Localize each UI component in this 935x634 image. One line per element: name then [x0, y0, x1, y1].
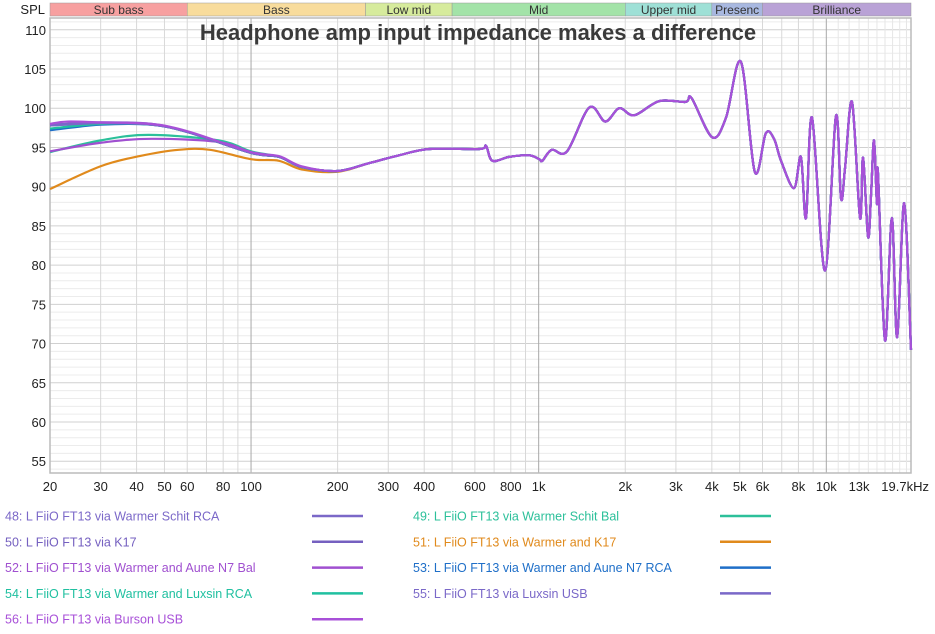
x-tick-label: 8k: [792, 479, 806, 494]
band-label: Upper mid: [641, 3, 696, 17]
band-label: Low mid: [386, 3, 431, 17]
x-tick-label: 2k: [618, 479, 632, 494]
x-tick-label: 5k: [733, 479, 747, 494]
band-label: Brilliance: [812, 3, 861, 17]
band-label: Mid: [529, 3, 548, 17]
legend-label: 55: L FiiO FT13 via Luxsin USB: [413, 587, 588, 601]
legend-label: 49: L FiiO FT13 via Warmer Schit Bal: [413, 510, 619, 524]
y-tick-label: 60: [32, 415, 46, 430]
legend-label: 56: L FiiO FT13 via Burson USB: [5, 613, 183, 627]
x-tick-label: 19.7kHz: [881, 479, 929, 494]
legend: 48: L FiiO FT13 via Warmer Schit RCA 49: …: [5, 510, 771, 627]
x-tick-label: 13k: [849, 479, 870, 494]
series-lines: [49, 59, 913, 350]
legend-label: 51: L FiiO FT13 via Warmer and K17: [413, 535, 616, 549]
band-label: Presenc: [715, 3, 759, 17]
band-label: Sub bass: [94, 3, 144, 17]
y-tick-label: 55: [32, 454, 46, 469]
x-axis-ticks: 20 30 40 50 60 80 100 200 300 400 600 800 1k 2k 3k 4k 5k…: [43, 479, 929, 494]
x-tick-label: 600: [464, 479, 486, 494]
band-label: Bass: [263, 3, 290, 17]
legend-label: 52: L FiiO FT13 via Warmer and Aune N7 B…: [5, 561, 256, 575]
y-tick-label: 85: [32, 219, 46, 234]
y-axis-ticks: 110 105 100 95 90 85 80 75 70 65 60 55: [24, 23, 46, 469]
legend-label: 48: L FiiO FT13 via Warmer Schit RCA: [5, 510, 220, 524]
y-tick-label: 110: [25, 23, 46, 38]
y-tick-label: 90: [32, 180, 46, 195]
x-tick-label: 6k: [756, 479, 770, 494]
y-tick-label: 65: [32, 376, 46, 391]
y-axis-label: SPL: [20, 2, 45, 17]
y-tick-label: 80: [32, 258, 46, 273]
x-tick-label: 4k: [705, 479, 719, 494]
x-tick-label: 40: [129, 479, 143, 494]
x-tick-label: 60: [180, 479, 194, 494]
frequency-bands: Sub bass Bass Low mid Mid Upper mid Presenc Br…: [49, 2, 912, 17]
plot-border: [49, 17, 912, 474]
x-tick-label: 100: [240, 479, 262, 494]
chart-title: Headphone amp input impedance makes a di…: [200, 20, 756, 45]
x-tick-label: 800: [500, 479, 522, 494]
legend-label: 53: L FiiO FT13 via Warmer and Aune N7 R…: [413, 561, 673, 575]
grid: [49, 17, 912, 474]
x-tick-label: 200: [327, 479, 349, 494]
y-tick-label: 75: [32, 297, 46, 312]
x-tick-label: 20: [43, 479, 57, 494]
y-tick-label: 70: [32, 337, 46, 352]
x-tick-label: 30: [93, 479, 107, 494]
x-tick-label: 50: [157, 479, 171, 494]
y-tick-label: 105: [24, 62, 46, 77]
x-tick-label: 3k: [669, 479, 683, 494]
x-tick-label: 1k: [532, 479, 546, 494]
y-tick-label: 95: [32, 140, 46, 155]
legend-label: 54: L FiiO FT13 via Warmer and Luxsin RC…: [5, 587, 253, 601]
y-tick-label: 100: [24, 101, 46, 116]
x-tick-label: 400: [413, 479, 435, 494]
x-tick-label: 300: [377, 479, 399, 494]
series-line-56: [49, 59, 913, 350]
x-tick-label: 10k: [816, 479, 837, 494]
x-tick-label: 80: [216, 479, 230, 494]
band-brilliance: [762, 2, 912, 17]
legend-label: 50: L FiiO FT13 via K17: [5, 535, 137, 549]
